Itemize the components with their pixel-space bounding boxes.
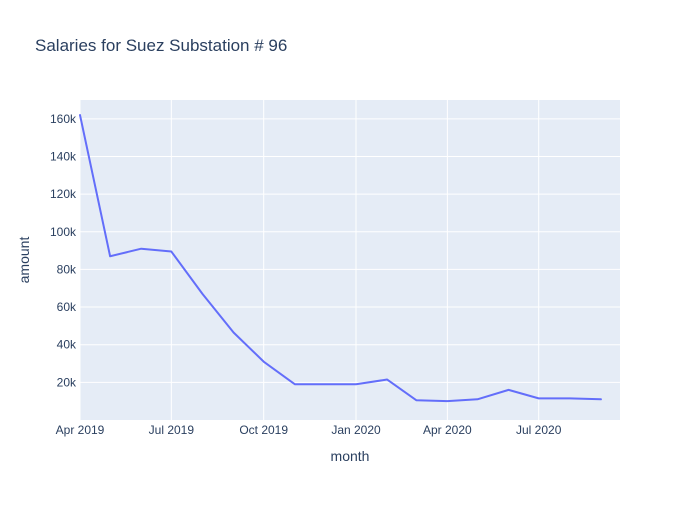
y-tick-label: 80k: [57, 262, 77, 276]
x-tick-label: Jul 2019: [149, 423, 195, 437]
x-axis-ticks: Apr 2019 Jul 2019 Oct 2019 Jan 2020 Apr 2020…: [56, 423, 562, 437]
x-tick-label: Jan 2020: [331, 423, 381, 437]
y-tick-label: 120k: [50, 187, 77, 201]
y-axis-ticks: 20k 40k 60k 80k 100k 120k 140k 160k: [50, 112, 77, 390]
y-tick-label: 20k: [57, 375, 77, 389]
x-tick-label: Oct 2019: [239, 423, 288, 437]
x-tick-label: Jul 2020: [516, 423, 562, 437]
y-tick-label: 160k: [50, 112, 77, 126]
x-tick-label: Apr 2020: [423, 423, 472, 437]
x-axis-title: month: [331, 448, 370, 464]
chart-title: Salaries for Suez Substation # 96: [35, 36, 287, 55]
y-tick-label: 40k: [57, 338, 77, 352]
y-axis-title: amount: [16, 237, 32, 284]
y-tick-label: 140k: [50, 149, 77, 163]
y-tick-label: 60k: [57, 300, 77, 314]
x-tick-label: Apr 2019: [56, 423, 105, 437]
y-tick-label: 100k: [50, 225, 77, 239]
